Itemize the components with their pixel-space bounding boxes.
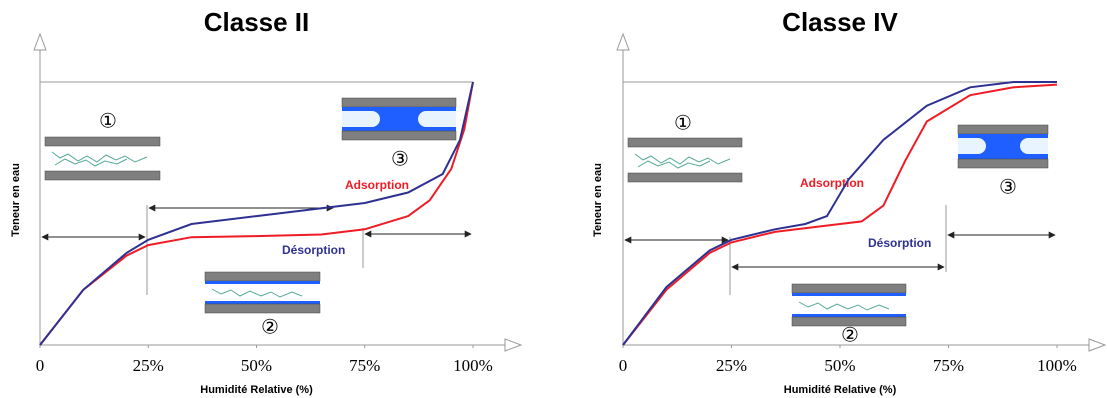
series-label: Adsorption — [345, 178, 409, 192]
circled-number: ① — [674, 112, 692, 134]
y-axis-arrow — [616, 32, 630, 51]
x-axis-arrow — [504, 338, 523, 352]
circled-number: ③ — [999, 176, 1017, 198]
y-axis-arrow — [33, 32, 47, 51]
x-axis-label: Humidité Relative (%) — [784, 384, 897, 396]
y-axis-label: Teneur en eau — [592, 163, 604, 237]
x-tick-label: 50% — [824, 356, 855, 375]
x-tick-label: 0 — [36, 356, 45, 375]
series-label: Adsorption — [800, 176, 864, 190]
x-tick-label: 75% — [933, 356, 964, 375]
curve — [622, 83, 1058, 346]
x-tick-label: 25% — [716, 356, 747, 375]
x-tick-label: 0 — [619, 356, 628, 375]
x-tick-label: 100% — [1037, 356, 1077, 375]
circled-number: ① — [99, 110, 117, 132]
x-axis-label: Humidité Relative (%) — [200, 384, 313, 396]
series-label: Désorption — [282, 243, 345, 257]
illustrations — [41, 97, 1056, 327]
x-tick-label: 50% — [241, 356, 272, 375]
series-label: Désorption — [868, 236, 931, 250]
curve — [622, 81, 1057, 346]
chart-title: Classe II — [204, 7, 310, 37]
x-tick-label: 75% — [349, 356, 380, 375]
y-axis-label: Teneur en eau — [10, 163, 22, 237]
x-tick-label: 25% — [133, 356, 164, 375]
x-tick-label: 100% — [453, 356, 493, 375]
circled-number: ② — [841, 324, 859, 346]
curve — [39, 81, 474, 346]
curve — [39, 81, 474, 346]
x-axis-arrow — [1088, 338, 1107, 352]
circled-number: ② — [261, 316, 279, 338]
circled-number: ③ — [391, 148, 409, 170]
chart-title: Classe IV — [782, 7, 898, 37]
